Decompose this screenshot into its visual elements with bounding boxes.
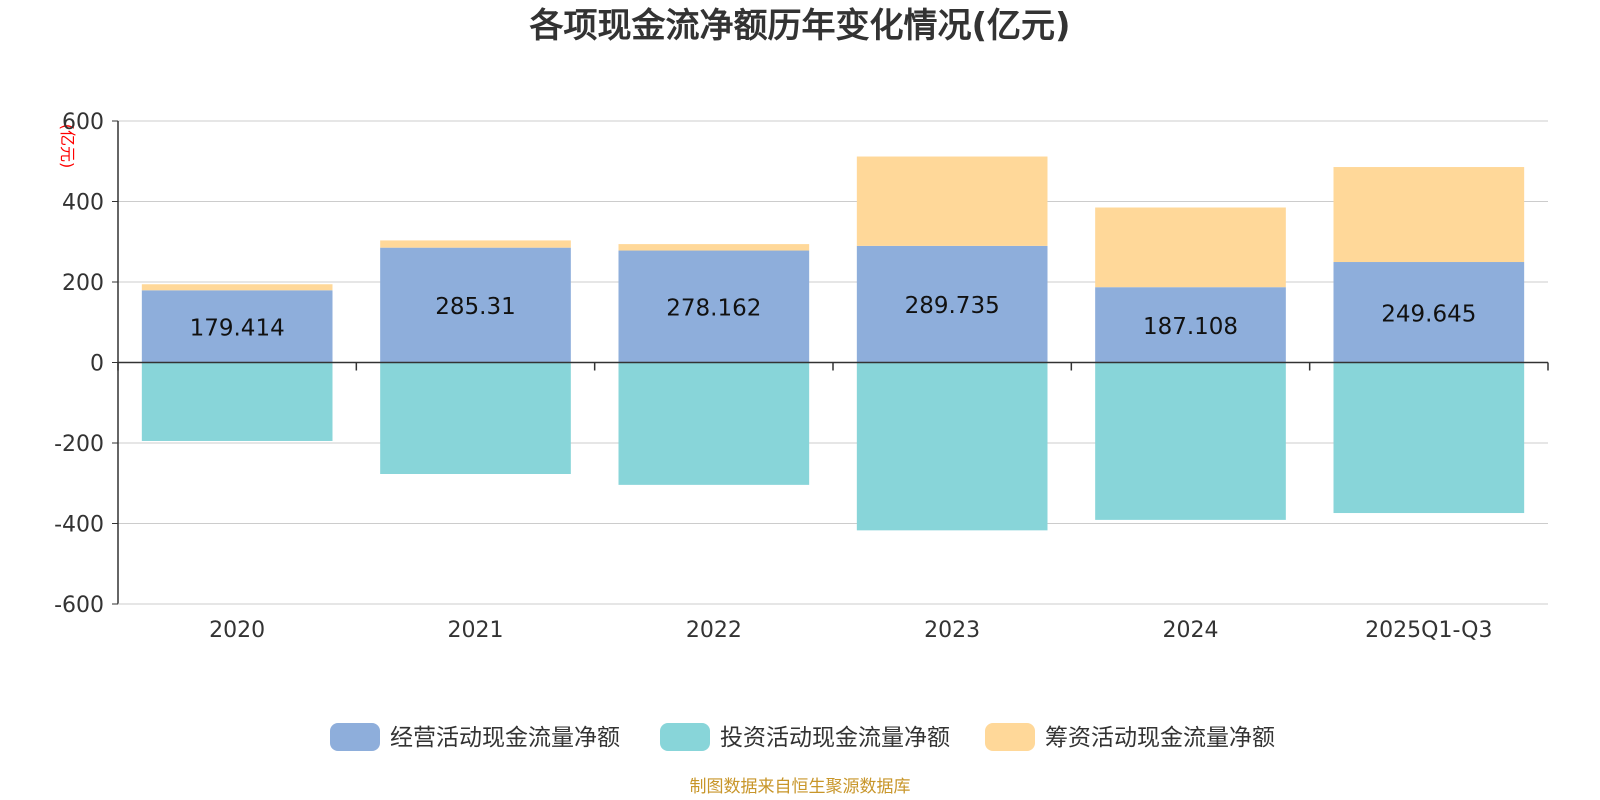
y-axis-unit-label: (亿元) (58, 124, 77, 169)
bar-series-0 (141, 290, 333, 363)
legend-label-2: 筹资活动现金流量净额 (1045, 725, 1275, 751)
data-label: 285.31 (435, 294, 515, 320)
bar-series-2 (141, 284, 333, 291)
chart-title: 各项现金流净额历年变化情况(亿元) (529, 6, 1070, 46)
grid-lines (118, 120, 1548, 605)
data-label: 179.414 (190, 315, 285, 341)
bars (141, 156, 1525, 531)
x-tick-label: 2025Q1-Q3 (1365, 618, 1492, 643)
y-tick-label: -200 (54, 432, 104, 457)
bar-series-2 (618, 244, 810, 251)
data-label: 187.108 (1143, 314, 1238, 340)
legend: 经营活动现金流量净额 投资活动现金流量净额 筹资活动现金流量净额 (330, 723, 1275, 751)
x-tick-label: 2024 (1163, 618, 1219, 643)
bar-series-2 (380, 240, 571, 248)
y-tick-label: -400 (54, 513, 104, 538)
bar-series-1 (1095, 362, 1286, 520)
axes: 600 400 200 0 -200 -400 -600 2020 2021 2022 2023 20… (54, 110, 1549, 643)
x-tick-label: 2021 (448, 618, 504, 643)
y-tick-label: 200 (62, 271, 104, 296)
bar-series-1 (856, 362, 1048, 531)
bar-series-1 (618, 362, 810, 485)
bar-series-2 (1095, 207, 1286, 288)
bar-series-0 (1333, 262, 1525, 363)
legend-swatch-0 (330, 723, 380, 751)
source-note: 制图数据来自恒生聚源数据库 (690, 777, 911, 797)
data-labels: 179.414 285.31 278.162 289.735 187.108 249.64… (190, 293, 1477, 341)
bar-series-1 (380, 362, 571, 474)
x-tick-label: 2022 (686, 618, 742, 643)
legend-label-0: 经营活动现金流量净额 (390, 725, 620, 751)
y-tick-label: 600 (62, 110, 104, 135)
legend-swatch-2 (985, 723, 1035, 751)
y-tick-label: -600 (54, 593, 104, 618)
x-tick-label: 2020 (209, 618, 265, 643)
bar-series-0 (380, 247, 571, 363)
bar-series-2 (1333, 167, 1525, 263)
bar-series-1 (141, 362, 333, 441)
legend-swatch-1 (660, 723, 710, 751)
data-label: 278.162 (666, 296, 761, 322)
data-label: 289.735 (905, 293, 1000, 319)
bar-series-0 (856, 245, 1048, 363)
y-tick-label: 0 (90, 352, 104, 377)
x-tick-label: 2023 (924, 618, 980, 643)
data-label: 249.645 (1381, 301, 1476, 327)
bar-series-0 (1095, 287, 1286, 363)
bar-series-0 (618, 250, 810, 363)
bar-series-1 (1333, 362, 1525, 514)
y-tick-label: 400 (62, 191, 104, 216)
legend-label-1: 投资活动现金流量净额 (720, 725, 950, 751)
bar-series-2 (856, 156, 1048, 246)
